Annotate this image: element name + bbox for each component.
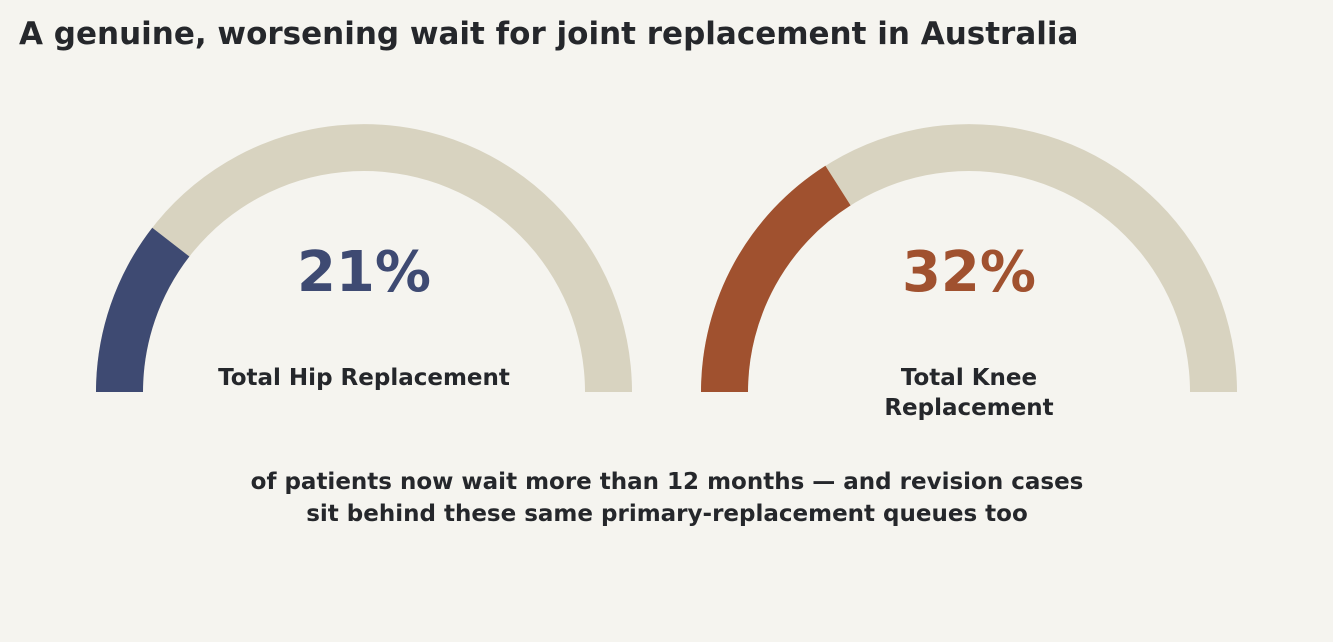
gauge-knee: 32% Total Knee Replacement bbox=[689, 100, 1249, 440]
gauge-knee-label: Total Knee Replacement bbox=[884, 365, 1054, 421]
footnote: of patients now wait more than 12 months… bbox=[250, 469, 1084, 527]
gauge-hip-track bbox=[96, 124, 632, 392]
chart-title: A genuine, worsening wait for joint repl… bbox=[19, 16, 1079, 52]
gauge-knee-svg bbox=[701, 124, 1237, 392]
gauge-hip-fill bbox=[96, 227, 190, 392]
gauge-hip-svg bbox=[96, 124, 632, 392]
gauge-knee-fill bbox=[701, 165, 851, 392]
gauge-hip-value: 21% bbox=[296, 240, 432, 305]
gauge-hip: 21% Total Hip Replacement bbox=[84, 100, 644, 440]
gauge-hip-label: Total Hip Replacement bbox=[218, 365, 510, 391]
gauge-knee-value: 32% bbox=[901, 240, 1037, 305]
